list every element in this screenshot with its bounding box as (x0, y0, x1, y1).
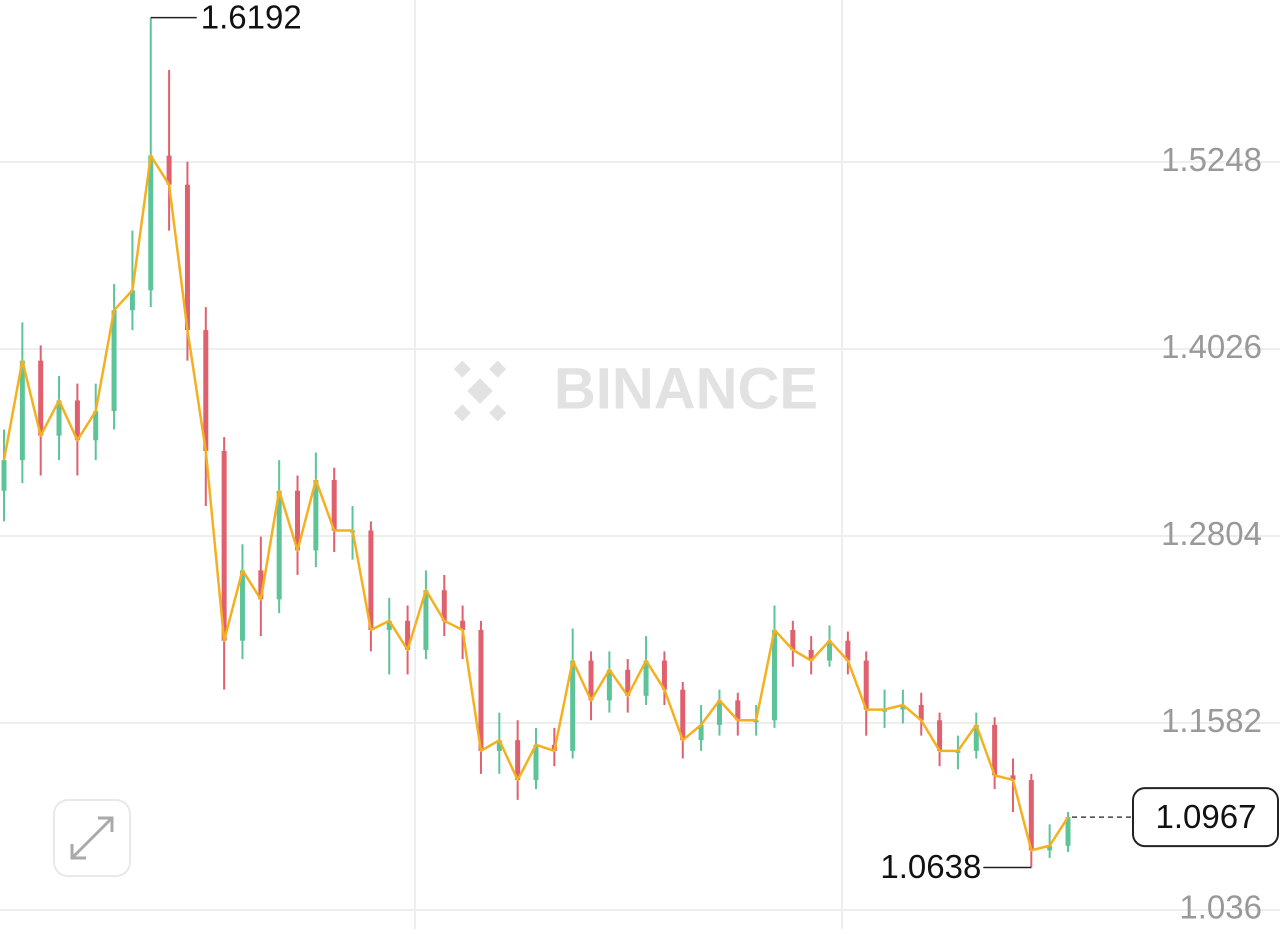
candle-body (992, 724, 998, 776)
candle-body (533, 744, 539, 780)
candle-body (1028, 779, 1034, 851)
candle-body (478, 629, 484, 751)
candle-body (680, 689, 686, 741)
candle-body (148, 155, 154, 291)
candle-body (661, 660, 667, 690)
candle-body (808, 649, 814, 661)
close-line (2, 154, 1070, 852)
watermark-logo (453, 360, 507, 422)
candle-body (166, 155, 172, 185)
candle-body (606, 669, 612, 701)
candle-body (386, 620, 392, 630)
candle-body (900, 704, 906, 710)
candle-body (735, 700, 741, 721)
candle-body (295, 490, 301, 551)
candle-body (203, 330, 209, 451)
candle-body (423, 590, 429, 650)
candle-body (643, 660, 649, 696)
watermark-text: BINANCE (554, 356, 818, 421)
last-price-box (1132, 787, 1279, 848)
candle-body (258, 570, 264, 600)
candle-body (111, 310, 117, 412)
candle-body (918, 704, 924, 721)
candle-body (625, 669, 631, 696)
candle-body (771, 629, 777, 721)
y-tick-label: 1.2804 (1161, 515, 1262, 552)
y-tick-label: 1.4026 (1161, 328, 1262, 365)
candle-body (221, 450, 227, 641)
y-tick-label: 1.1582 (1161, 702, 1262, 739)
candle-body (38, 360, 44, 436)
high-label: 1.6192 (201, 0, 302, 35)
candle-body (405, 620, 411, 650)
candle-body (588, 660, 594, 701)
candle-body (515, 740, 521, 780)
candle-body (1065, 817, 1071, 846)
candle-body (1047, 845, 1053, 851)
candle-body (570, 660, 576, 751)
candle-body (93, 411, 99, 441)
expand-icon (70, 816, 114, 860)
candle-body (790, 629, 796, 650)
candle-body (1, 460, 7, 491)
candle-body (496, 740, 502, 751)
candle-body (973, 724, 979, 751)
candle-body (74, 400, 80, 441)
candle-body (827, 640, 833, 661)
candle-body (313, 480, 319, 551)
y-tick-label: 1.036 (1179, 889, 1262, 926)
candle-body (698, 724, 704, 741)
candle-body (184, 184, 190, 331)
candle-body (129, 290, 135, 311)
candle-body (1010, 775, 1016, 780)
candle-body (460, 620, 466, 630)
candle-body (716, 700, 722, 725)
candle-body (937, 720, 943, 751)
candle-body (441, 590, 447, 621)
candle-body (239, 570, 245, 641)
candle-body (19, 360, 25, 461)
y-tick-label: 1.5248 (1161, 141, 1262, 178)
candle-body (368, 530, 374, 630)
candle-body (845, 640, 851, 661)
last-price-label: 1.0967 (1156, 798, 1257, 835)
watermark: BINANCE (453, 356, 818, 422)
candle-body (56, 400, 62, 436)
candle-body (276, 490, 282, 600)
plot (0, 17, 1280, 912)
candle-body (863, 660, 869, 710)
low-label: 1.0638 (880, 848, 981, 885)
candle-body (331, 480, 337, 531)
